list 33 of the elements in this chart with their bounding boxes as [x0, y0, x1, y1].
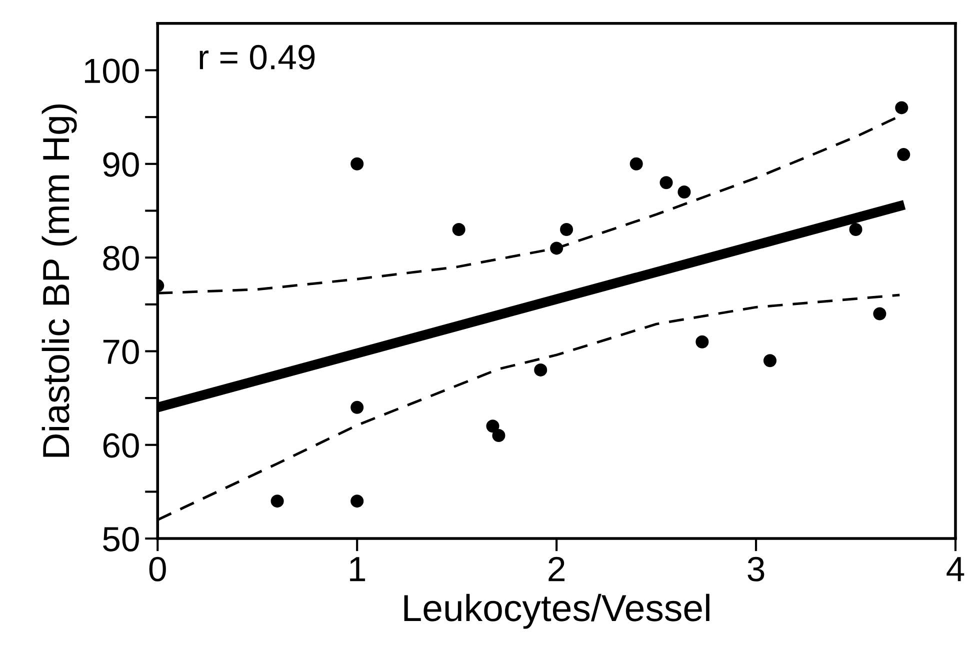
point	[534, 363, 548, 376]
x-tick-label: 3	[748, 556, 764, 582]
point	[630, 157, 643, 170]
point	[550, 242, 564, 255]
y-tick-label: 50	[103, 526, 139, 552]
point	[763, 354, 776, 368]
x-axis-title: Leukocytes/Vessel	[404, 594, 710, 629]
point	[452, 222, 466, 236]
point	[560, 222, 574, 236]
y-axis-title: Diastolic BP (mm Hg)	[42, 104, 77, 457]
point	[660, 176, 673, 190]
y-tick-label: 90	[103, 152, 139, 177]
point	[350, 494, 364, 508]
x-tick-label: 0	[149, 556, 166, 582]
point	[492, 429, 506, 442]
x-tick-label: 2	[548, 556, 564, 582]
x-tick-label: 1	[350, 557, 366, 582]
y-tick-label: 100	[84, 58, 139, 84]
point	[895, 101, 908, 114]
point	[873, 307, 886, 320]
point	[350, 157, 364, 170]
point	[270, 494, 284, 508]
annotation: r = 0.49	[200, 44, 315, 70]
point	[350, 400, 364, 414]
point	[486, 420, 500, 433]
point	[678, 186, 691, 199]
y-tick-label: 80	[103, 246, 139, 270]
point	[849, 222, 862, 236]
y-tick-label: 70	[103, 340, 139, 364]
x-tick-label: 4	[946, 557, 964, 582]
point	[696, 335, 709, 348]
y-tick-label: 60	[103, 433, 139, 458]
point	[897, 148, 910, 162]
